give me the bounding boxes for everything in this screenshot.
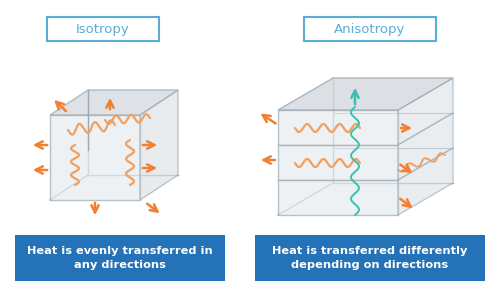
Polygon shape: [278, 78, 453, 110]
Polygon shape: [398, 78, 453, 145]
Polygon shape: [50, 90, 178, 115]
FancyBboxPatch shape: [255, 235, 485, 281]
Text: Isotropy: Isotropy: [76, 23, 130, 35]
Text: Anisotropy: Anisotropy: [334, 23, 406, 35]
Polygon shape: [398, 113, 453, 180]
Polygon shape: [140, 90, 178, 200]
Polygon shape: [278, 180, 398, 215]
Polygon shape: [278, 110, 398, 145]
FancyBboxPatch shape: [15, 235, 225, 281]
Text: Heat is evenly transferred in
any directions: Heat is evenly transferred in any direct…: [27, 246, 213, 270]
Polygon shape: [278, 145, 398, 180]
FancyBboxPatch shape: [304, 17, 436, 41]
Polygon shape: [398, 148, 453, 215]
Text: Heat is transferred differently
depending on directions: Heat is transferred differently dependin…: [272, 246, 468, 270]
FancyBboxPatch shape: [47, 17, 159, 41]
Polygon shape: [50, 115, 140, 200]
